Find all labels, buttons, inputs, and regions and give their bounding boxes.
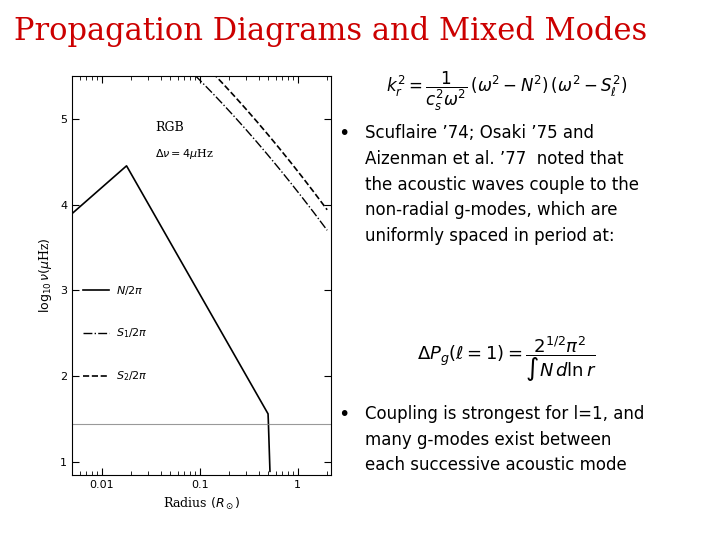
Y-axis label: $\log_{10}\nu(\mu$Hz$)$: $\log_{10}\nu(\mu$Hz$)$ <box>37 238 55 313</box>
Text: RGB: RGB <box>155 121 184 134</box>
X-axis label: Radius $(R_\odot)$: Radius $(R_\odot)$ <box>163 496 240 512</box>
Text: •: • <box>338 405 350 424</box>
Text: $\Delta\nu = 4\mu$Hz: $\Delta\nu = 4\mu$Hz <box>155 147 214 161</box>
Text: Scuflaire ’74; Osaki ’75 and
Aizenman et al. ’77  noted that
the acoustic waves : Scuflaire ’74; Osaki ’75 and Aizenman et… <box>364 124 639 245</box>
Text: •: • <box>338 124 350 143</box>
Text: Coupling is strongest for l=1, and
many g-modes exist between
each successive ac: Coupling is strongest for l=1, and many … <box>364 405 644 475</box>
Text: $\Delta P_g(\ell=1) = \dfrac{2^{1/2}\pi^2}{\int N\,d\ln r}$: $\Delta P_g(\ell=1) = \dfrac{2^{1/2}\pi^… <box>417 334 597 384</box>
Text: Propagation Diagrams and Mixed Modes: Propagation Diagrams and Mixed Modes <box>14 16 648 47</box>
Text: $S_1/2\pi$: $S_1/2\pi$ <box>116 327 148 340</box>
Text: $S_2/2\pi$: $S_2/2\pi$ <box>116 369 148 383</box>
Text: $k_r^2 = \dfrac{1}{c_s^2\omega^2}\,(\omega^2 - N^2)\,(\omega^2 - S_\ell^2)$: $k_r^2 = \dfrac{1}{c_s^2\omega^2}\,(\ome… <box>386 70 628 113</box>
Text: $N/2\pi$: $N/2\pi$ <box>116 284 143 297</box>
